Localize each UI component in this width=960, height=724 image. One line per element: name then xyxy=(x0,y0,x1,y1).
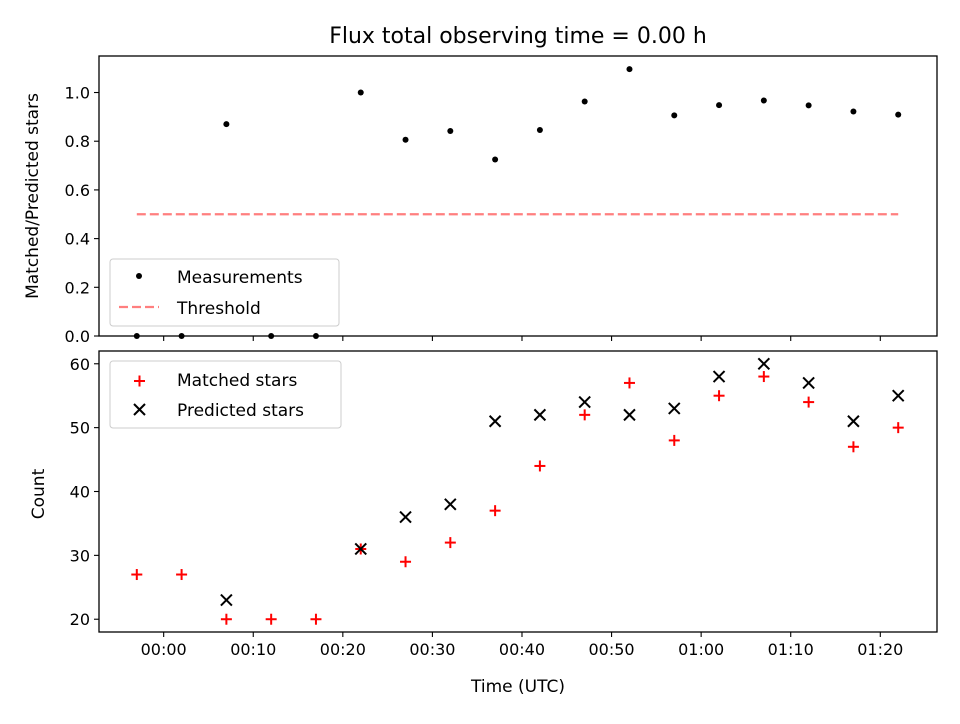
matched-star-point xyxy=(892,422,904,434)
legend-predicted-label: Predicted stars xyxy=(177,401,304,421)
bottom-x-tick-label: 00:10 xyxy=(230,640,276,659)
measurement-point xyxy=(805,102,812,109)
ratio-panel: 0.0 0.2 0.4 0.6 0.8 1.0 Measurements Threshold xyxy=(65,55,938,346)
measurement-point xyxy=(268,333,275,339)
bottom-x-tick-label: 01:10 xyxy=(768,640,814,659)
top-y-tick-label: 0.4 xyxy=(65,230,90,249)
top-y-tick-label: 0.6 xyxy=(65,181,90,200)
bottom-x-tick-label: 01:00 xyxy=(678,640,724,659)
bottom-x-tick-label: 01:20 xyxy=(857,640,903,659)
measurement-point xyxy=(760,97,767,104)
measurement-point xyxy=(178,333,185,339)
predicted-star-point xyxy=(444,498,457,511)
measurement-point xyxy=(895,111,902,118)
matched-star-point xyxy=(131,569,143,581)
predicted-star-point xyxy=(892,389,905,402)
count-panel: 20 30 40 50 60 00:00 00:10 00:20 00:30 00:40 00:50… xyxy=(70,350,938,659)
legend-predicted-marker xyxy=(133,403,146,416)
bottom-x-tick-label: 00:40 xyxy=(499,640,545,659)
top-y-tick-label: 1.0 xyxy=(65,84,90,103)
measurement-point xyxy=(402,136,409,143)
predicted-star-point xyxy=(757,357,771,370)
x-axis-label: Time (UTC) xyxy=(470,677,565,697)
bottom-legend: Matched stars Predicted stars xyxy=(109,360,342,429)
predicted-star-point xyxy=(668,402,681,415)
bottom-x-tick-label: 00:50 xyxy=(589,640,635,659)
top-y-tick-label: 0.0 xyxy=(65,327,90,346)
matched-star-point xyxy=(265,613,277,625)
measurement-point xyxy=(850,108,857,115)
predicted-star-point xyxy=(399,510,412,524)
matched-star-point xyxy=(758,371,770,383)
matched-star-point xyxy=(176,569,188,581)
matched-star-point xyxy=(400,556,412,568)
legend-matched-marker xyxy=(134,375,145,387)
top-y-axis-label: Matched/Predicted stars xyxy=(23,93,43,299)
measurement-point xyxy=(312,333,319,339)
matched-star-point xyxy=(310,613,322,625)
matched-star-point xyxy=(668,434,680,446)
bottom-y-tick-label: 20 xyxy=(70,610,90,629)
bottom-x-tick-label: 00:00 xyxy=(141,640,187,659)
predicted-star-point xyxy=(802,376,815,390)
matched-star-point xyxy=(713,390,725,402)
measurement-point xyxy=(626,66,633,73)
predicted-star-point xyxy=(712,370,726,383)
top-legend: Measurements Threshold xyxy=(109,258,340,327)
measurement-point xyxy=(357,89,364,96)
predicted-star-point xyxy=(847,415,860,428)
chart-title: Flux total observing time = 0.00 h xyxy=(329,24,707,49)
top-y-tick-label: 0.2 xyxy=(65,278,90,297)
matched-star-point xyxy=(803,396,815,408)
matched-star-point xyxy=(847,441,859,453)
predicted-star-point xyxy=(220,593,233,607)
predicted-star-point xyxy=(354,542,367,556)
measurement-point xyxy=(133,333,140,339)
legend-threshold-label: Threshold xyxy=(176,299,261,319)
measurement-point xyxy=(716,102,723,109)
legend-measurements-label: Measurements xyxy=(177,268,303,288)
matched-star-point xyxy=(623,377,635,389)
bottom-x-tick-label: 00:30 xyxy=(409,640,455,659)
bottom-y-tick-label: 40 xyxy=(70,483,90,502)
measurement-point xyxy=(671,112,678,119)
bottom-y-tick-label: 50 xyxy=(70,419,90,438)
bottom-y-axis-label: Count xyxy=(29,468,49,519)
bottom-y-tick-label: 30 xyxy=(70,546,90,565)
top-plot-frame xyxy=(98,55,938,337)
matched-star-point xyxy=(534,460,546,472)
matched-star-point xyxy=(220,613,232,625)
measurement-point xyxy=(536,127,543,134)
measurement-point xyxy=(492,156,499,163)
matched-star-point xyxy=(444,537,456,549)
bottom-y-tick-label: 60 xyxy=(70,355,90,374)
legend-matched-label: Matched stars xyxy=(177,371,297,391)
predicted-star-point xyxy=(578,395,591,409)
measurement-point xyxy=(223,121,230,128)
matched-star-point xyxy=(489,505,501,517)
predicted-star-point xyxy=(533,408,547,422)
predicted-star-point xyxy=(488,415,502,428)
top-y-tick-label: 0.8 xyxy=(65,132,90,151)
bottom-x-tick-label: 00:20 xyxy=(320,640,366,659)
measurement-point xyxy=(581,98,588,105)
matched-star-point xyxy=(579,409,591,421)
predicted-star-point xyxy=(623,408,636,422)
legend-measurements-marker xyxy=(136,273,142,279)
measurement-point xyxy=(447,127,454,134)
